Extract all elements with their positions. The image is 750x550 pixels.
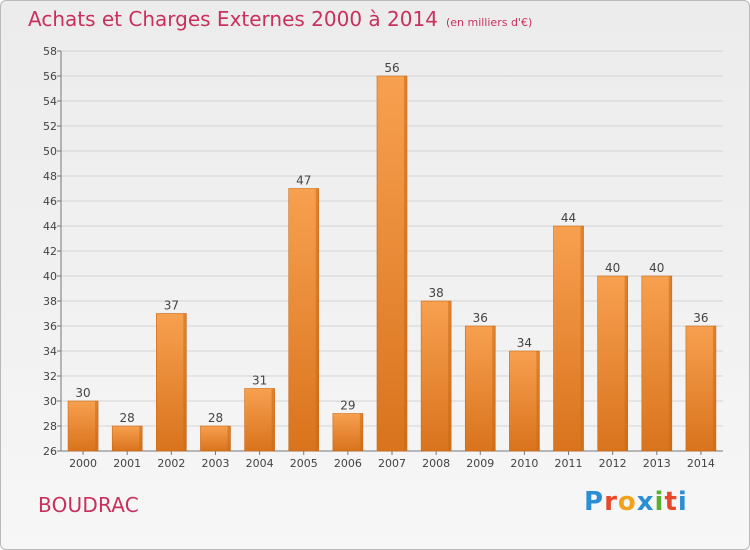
bar-shade bbox=[404, 76, 407, 451]
bar-layer bbox=[67, 75, 717, 452]
bar-2004 bbox=[244, 388, 275, 452]
bar-shade bbox=[536, 351, 540, 451]
data-label-2005: 47 bbox=[296, 174, 311, 188]
bar-shade bbox=[271, 388, 275, 451]
x-tick-label-2011: 2011 bbox=[555, 457, 583, 470]
bar-shade bbox=[139, 426, 143, 451]
proxiti-logo: Proxiti bbox=[584, 487, 688, 517]
x-tick-label-2004: 2004 bbox=[246, 457, 274, 470]
data-label-2011: 44 bbox=[561, 211, 576, 225]
data-label-2013: 40 bbox=[649, 261, 664, 275]
chart-unit: (en milliers d'€) bbox=[445, 16, 533, 29]
y-tick-label: 44 bbox=[43, 220, 57, 233]
data-label-2008: 38 bbox=[428, 286, 443, 300]
logo-letter: t bbox=[664, 487, 678, 517]
logo-letter: i bbox=[654, 487, 665, 517]
y-tick-label: 50 bbox=[43, 145, 57, 158]
logo-letter: x bbox=[636, 487, 655, 517]
commune-name: BOUDRAC bbox=[38, 493, 139, 517]
bar-shade bbox=[668, 276, 672, 451]
data-label-2012: 40 bbox=[605, 261, 620, 275]
x-tick-label-2000: 2000 bbox=[69, 457, 97, 470]
bar-2000 bbox=[67, 400, 99, 452]
label-layer: 30 28 37 28 31 47 29 56 38 36 34 44 40 40 36 bbox=[75, 61, 708, 425]
y-tick-label: 56 bbox=[43, 70, 57, 83]
data-label-2004: 31 bbox=[252, 374, 267, 388]
x-tick-label-2012: 2012 bbox=[599, 457, 627, 470]
bar-shade bbox=[183, 313, 187, 451]
y-tick-label: 40 bbox=[43, 270, 57, 283]
y-tick-label: 52 bbox=[43, 120, 57, 133]
x-tick-label-2002: 2002 bbox=[157, 457, 185, 470]
y-tick-label: 30 bbox=[43, 395, 57, 408]
chart-title: Achats et Charges Externes 2000 à 2014 (e… bbox=[28, 7, 532, 31]
data-label-2014: 36 bbox=[693, 311, 708, 325]
data-label-2002: 37 bbox=[164, 299, 179, 313]
y-tick-label: 28 bbox=[43, 420, 57, 433]
bar-shade bbox=[492, 326, 496, 451]
y-tick-label: 54 bbox=[43, 95, 57, 108]
bar-shade bbox=[315, 188, 319, 451]
bar-2011 bbox=[553, 225, 584, 452]
y-tick-label: 48 bbox=[43, 170, 57, 183]
data-label-2007: 56 bbox=[384, 61, 399, 75]
y-tick-label: 38 bbox=[43, 295, 57, 308]
bar-shade bbox=[227, 426, 231, 451]
bar-2005 bbox=[288, 188, 320, 452]
data-label-2010: 34 bbox=[517, 336, 532, 350]
bar-2009 bbox=[464, 325, 496, 452]
x-tick-label-2009: 2009 bbox=[466, 457, 494, 470]
bar-2008 bbox=[420, 300, 452, 452]
y-tick-label: 36 bbox=[43, 320, 57, 333]
bar-2014 bbox=[685, 325, 717, 452]
x-tick-label-2007: 2007 bbox=[378, 457, 406, 470]
logo-letter: P bbox=[584, 487, 605, 517]
data-label-2000: 30 bbox=[75, 386, 90, 400]
bar-2003 bbox=[200, 425, 231, 452]
bar-2002 bbox=[156, 313, 187, 452]
data-label-2003: 28 bbox=[208, 411, 223, 425]
x-tick-label-2006: 2006 bbox=[334, 457, 362, 470]
x-tick-label-2013: 2013 bbox=[643, 457, 671, 470]
bar-2006 bbox=[332, 413, 364, 452]
logo-letter: i bbox=[677, 487, 688, 517]
data-label-2001: 28 bbox=[120, 411, 135, 425]
logo-letter: r bbox=[604, 487, 618, 517]
bar-2001 bbox=[111, 425, 143, 452]
logo-letter: o bbox=[617, 487, 637, 517]
x-tick-label-2008: 2008 bbox=[422, 457, 450, 470]
x-tick-label-2001: 2001 bbox=[113, 457, 141, 470]
bar-2010 bbox=[509, 350, 540, 452]
x-tick-label-2010: 2010 bbox=[510, 457, 538, 470]
data-label-2006: 29 bbox=[340, 399, 355, 413]
y-tick-label: 34 bbox=[43, 345, 57, 358]
bar-2012 bbox=[597, 275, 628, 452]
y-tick-label: 26 bbox=[43, 445, 57, 458]
y-tick-label: 32 bbox=[43, 370, 57, 383]
bar-2013 bbox=[641, 275, 673, 452]
x-tick-label-2003: 2003 bbox=[201, 457, 229, 470]
x-tick-label-2005: 2005 bbox=[290, 457, 318, 470]
y-tick-label: 46 bbox=[43, 195, 57, 208]
bar-shade bbox=[95, 401, 99, 451]
bar-shade bbox=[624, 276, 628, 451]
bar-shade bbox=[580, 226, 584, 451]
bar-shade bbox=[359, 413, 363, 451]
data-label-2009: 36 bbox=[473, 311, 488, 325]
y-tick-label: 42 bbox=[43, 245, 57, 258]
x-tick-label-2014: 2014 bbox=[687, 457, 715, 470]
chart-title-main: Achats et Charges Externes 2000 à 2014 bbox=[28, 7, 438, 31]
y-tick-label: 58 bbox=[43, 45, 57, 58]
bar-2007 bbox=[376, 75, 408, 452]
bar-shade bbox=[448, 301, 452, 451]
bar-shade bbox=[712, 326, 716, 451]
